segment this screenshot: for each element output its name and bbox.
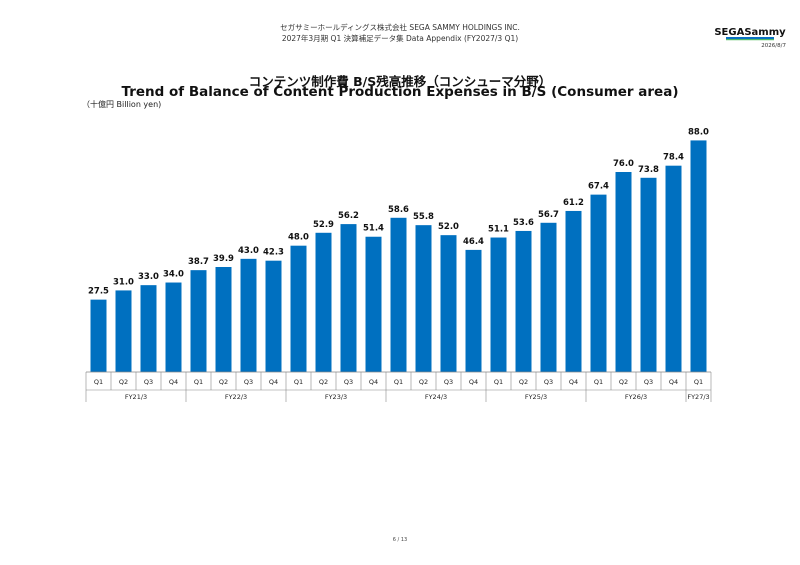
quarter-tick-label: Q1 [94, 378, 103, 386]
value-label: 78.4 [663, 153, 684, 163]
quarter-tick-label: Q3 [244, 378, 253, 386]
bar [265, 260, 282, 372]
header-company-line: セガサミーホールディングス株式会社 SEGA SAMMY HOLDINGS IN… [280, 23, 520, 32]
value-label: 48.0 [288, 233, 309, 243]
bar [615, 172, 632, 372]
bar [515, 230, 532, 372]
value-label: 56.7 [538, 210, 559, 220]
value-label: 58.6 [388, 205, 409, 215]
bar [440, 235, 457, 372]
unit-label: （十億円 Billion yen) [82, 100, 162, 109]
quarter-tick-label: Q4 [369, 378, 378, 386]
quarter-tick-label: Q4 [269, 378, 278, 386]
value-label: 27.5 [88, 287, 109, 297]
quarter-tick-label: Q2 [319, 378, 328, 386]
quarter-tick-label: Q1 [294, 378, 303, 386]
quarter-tick-label: Q1 [594, 378, 603, 386]
bar [215, 267, 232, 372]
value-labels-layer: 27.5 31.0 33.0 34.0 38.7 39.9 43.0 42.3 48.0 52.9… [88, 127, 709, 296]
quarter-tick-label: Q2 [419, 378, 428, 386]
header-document-line: 2027年3月期 Q1 決算補足データ集 Data Appendix (FY20… [281, 34, 519, 43]
value-label: 61.2 [563, 198, 584, 208]
value-label: 38.7 [188, 257, 209, 267]
quarter-tick-label: Q1 [394, 378, 403, 386]
fiscal-year-label: FY23/3 [325, 393, 347, 401]
bar [640, 177, 657, 372]
fiscal-year-label: FY27/3 [687, 393, 709, 401]
quarter-tick-label: Q4 [469, 378, 478, 386]
bar [315, 232, 332, 372]
value-label: 51.4 [363, 224, 384, 234]
value-label: 51.1 [488, 225, 509, 235]
bar [140, 285, 157, 372]
sega-sammy-logo: SEGASammy [714, 27, 786, 41]
value-label: 88.0 [688, 127, 709, 137]
bar [690, 140, 707, 372]
quarter-tick-label: Q2 [219, 378, 228, 386]
value-label: 52.0 [438, 222, 459, 232]
bar [390, 217, 407, 372]
bar [340, 224, 357, 372]
value-label: 46.4 [463, 237, 484, 247]
chart-title-english: Trend of Balance of Content Production E… [121, 84, 679, 100]
bar [240, 258, 257, 372]
quarter-tick-label: Q4 [669, 378, 678, 386]
bars-layer [90, 140, 707, 372]
value-label: 67.4 [588, 182, 609, 192]
logo-underline-green [726, 39, 774, 41]
fiscal-year-label: FY25/3 [525, 393, 547, 401]
quarter-tick-label: Q3 [544, 378, 553, 386]
quarter-tick-label: Q4 [569, 378, 578, 386]
bar [490, 237, 507, 372]
bar [115, 290, 132, 372]
chart-title-japanese: コンテンツ制作費 B/S残高推移（コンシューマ分野） [248, 74, 552, 89]
value-label: 73.8 [638, 165, 659, 175]
value-label: 33.0 [138, 272, 159, 282]
bar [665, 165, 682, 372]
value-label: 31.0 [113, 277, 134, 287]
fiscal-year-label: FY26/3 [625, 393, 647, 401]
bar [365, 236, 382, 372]
logo-text: SEGASammy [714, 27, 786, 38]
quarter-tick-label: Q3 [644, 378, 653, 386]
bar [565, 210, 582, 372]
quarter-tick-label: Q1 [694, 378, 703, 386]
fiscal-year-label: FY21/3 [125, 393, 147, 401]
page-number: 6 / 13 [392, 537, 408, 543]
quarter-tick-label: Q4 [169, 378, 178, 386]
bar [90, 299, 107, 372]
value-label: 43.0 [238, 246, 259, 256]
bar [590, 194, 607, 372]
quarter-tick-label: Q3 [144, 378, 153, 386]
bar [415, 225, 432, 372]
logo-underline-blue [726, 37, 774, 40]
quarter-tick-label: Q3 [344, 378, 353, 386]
value-label: 56.2 [338, 211, 359, 221]
quarter-tick-label: Q1 [194, 378, 203, 386]
category-axis-table: Q1 Q2 Q3 Q4 Q1 Q2 Q3 Q4 Q1 Q2 Q3 Q4 Q1 Q2 Q3 Q4 Q1 Q2 Q3 Q4… [85, 371, 712, 402]
value-label: 34.0 [163, 270, 184, 280]
quarter-tick-label: Q2 [519, 378, 528, 386]
value-label: 42.3 [263, 248, 284, 258]
quarter-tick-label: Q1 [494, 378, 503, 386]
quarter-tick-label: Q2 [619, 378, 628, 386]
bar [290, 245, 307, 372]
fiscal-year-label: FY24/3 [425, 393, 447, 401]
quarter-tick-label: Q3 [444, 378, 453, 386]
value-label: 76.0 [613, 159, 634, 169]
bar [165, 282, 182, 372]
bar [540, 222, 557, 372]
document-date: 2026/8/7 [761, 43, 786, 49]
quarter-tick-label: Q2 [119, 378, 128, 386]
value-label: 39.9 [213, 254, 234, 264]
bar [465, 249, 482, 372]
bar [190, 270, 207, 372]
value-label: 52.9 [313, 220, 334, 230]
fiscal-year-label: FY22/3 [225, 393, 247, 401]
value-label: 55.8 [413, 212, 434, 222]
value-label: 53.6 [513, 218, 534, 228]
